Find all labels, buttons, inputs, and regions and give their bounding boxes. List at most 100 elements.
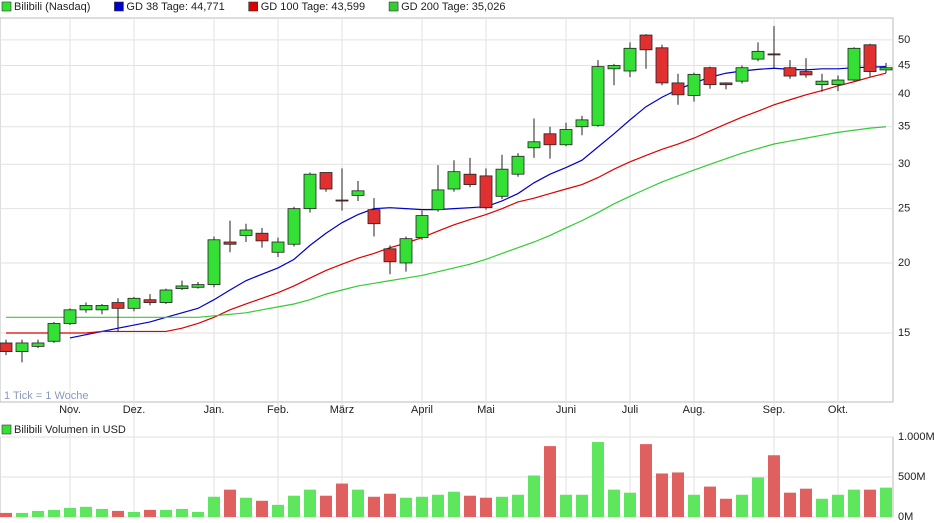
y-tick-label: 25 (898, 203, 910, 215)
volume-bar (752, 477, 764, 517)
y-tick-label: 1.000M (898, 431, 934, 443)
volume-bar (128, 511, 140, 517)
candle-body (303, 173, 317, 210)
volume-bar (528, 475, 540, 517)
x-tick-label: Feb. (267, 404, 289, 416)
candle-body (415, 215, 429, 238)
candle-body (831, 79, 845, 86)
volume-bar (80, 506, 92, 517)
legend-swatch (388, 1, 399, 12)
volume-bar (384, 493, 396, 517)
x-tick-label: Juni (556, 404, 576, 416)
candle-body (703, 67, 717, 86)
candle-body (79, 305, 93, 311)
candle-body (31, 342, 45, 347)
candle-body (447, 171, 461, 190)
candle-body (383, 248, 397, 263)
candle-body (655, 47, 669, 84)
volume-bar (736, 494, 748, 517)
volume-bar (704, 486, 716, 517)
volume-bar (112, 510, 124, 517)
y-tick-label: 500M (898, 471, 926, 483)
candle-body (287, 208, 301, 245)
volume-bar (336, 483, 348, 517)
volume-bar (64, 507, 76, 517)
volume-bar (16, 512, 28, 517)
candle-body (863, 44, 877, 72)
x-tick-label: Juli (622, 404, 639, 416)
candle-body (143, 299, 157, 303)
candle-body (607, 65, 621, 70)
candle-body (175, 285, 189, 290)
candle-body (271, 241, 285, 253)
volume-bar (672, 472, 684, 517)
x-tick-label: Jan. (204, 404, 225, 416)
x-tick-label: Aug. (683, 404, 706, 416)
volume-bar (352, 489, 364, 517)
candle-body (543, 133, 557, 146)
legend-label: GD 38 Tage: 44,771 (126, 1, 224, 13)
legend-label: GD 100 Tage: 43,599 (261, 1, 365, 13)
volume-bar (544, 446, 556, 517)
legend-swatch (1, 424, 12, 435)
candle-body (479, 175, 493, 209)
candle-body (511, 155, 525, 175)
candle-body (559, 129, 573, 146)
legend-swatch (248, 1, 258, 12)
volume-bar (880, 487, 892, 517)
volume-bar (256, 500, 268, 517)
candle-body (111, 302, 125, 309)
volume-bar (224, 489, 236, 517)
candle-body (815, 80, 829, 86)
candle-body (239, 229, 253, 236)
volume-bar (144, 509, 156, 517)
y-tick-label: 35 (898, 121, 910, 133)
candle-body (319, 172, 333, 190)
candle-body (47, 323, 61, 342)
candle-body (847, 47, 861, 81)
volume-bar (800, 488, 812, 517)
x-tick-label: Mai (477, 404, 495, 416)
volume-bar (432, 494, 444, 517)
volume-bar (640, 444, 652, 517)
y-tick-label: 45 (898, 59, 910, 71)
x-tick-label: Dez. (123, 404, 146, 416)
candle-body (575, 119, 589, 128)
candle-body (671, 82, 685, 96)
volume-bar (32, 510, 44, 517)
volume-bar (192, 511, 204, 517)
volume-bar (624, 492, 636, 517)
y-tick-label: 20 (898, 257, 910, 269)
candle-body (767, 53, 781, 56)
x-tick-label: Nov. (59, 404, 81, 416)
candle-body (15, 342, 29, 352)
volume-bar (480, 497, 492, 517)
legend-label: GD 200 Tage: 35,026 (401, 1, 505, 13)
candle-body (719, 82, 733, 86)
volume-bar (864, 489, 876, 517)
candle-body (255, 232, 269, 242)
candle-body (351, 190, 365, 196)
y-tick-label: 50 (898, 34, 910, 46)
volume-bar (560, 494, 572, 517)
legend-label: Bilibili Volumen in USD (14, 424, 126, 436)
candle-body (399, 238, 413, 264)
volume-bar (592, 442, 604, 517)
volume-bar (176, 508, 188, 517)
volume-bar (0, 512, 12, 517)
volume-bar (320, 495, 332, 517)
candle-body (207, 239, 221, 286)
volume-bar (208, 496, 220, 517)
moving-average-line (6, 126, 887, 318)
candle-body (127, 297, 141, 309)
candle-body (687, 73, 701, 96)
candle-body (159, 289, 173, 303)
volume-bar (768, 455, 780, 517)
candle-body (431, 189, 445, 211)
legend-swatch (1, 1, 12, 12)
volume-bar (848, 489, 860, 517)
y-tick-label: 0M (898, 511, 913, 523)
candle-body (463, 173, 477, 185)
candle-body (879, 67, 893, 71)
